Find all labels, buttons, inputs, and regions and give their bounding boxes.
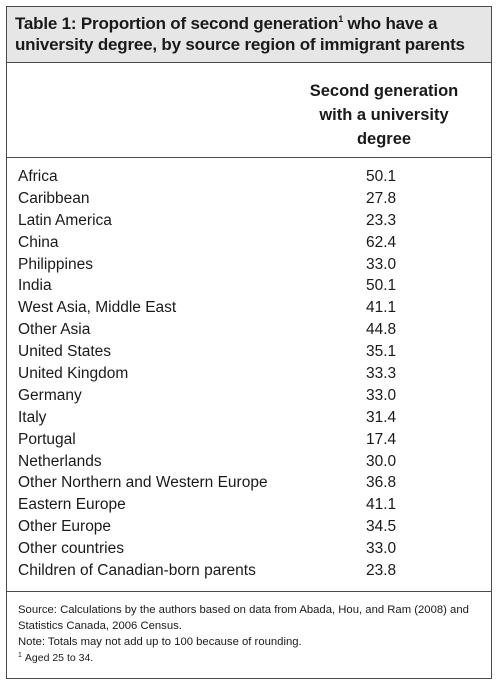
degree-value: 36.8 bbox=[366, 474, 397, 492]
region-label: Latin America bbox=[18, 211, 112, 229]
footnote: 1 Aged 25 to 34. bbox=[18, 650, 481, 666]
column-header-line: Second generation bbox=[309, 82, 459, 100]
region-label: Philippines bbox=[18, 255, 93, 273]
region-label: China bbox=[18, 233, 59, 251]
degree-value: 33.0 bbox=[366, 386, 397, 404]
region-label: Other Asia bbox=[18, 321, 91, 339]
degree-value: 41.1 bbox=[366, 299, 397, 317]
table-row: Other Europe 34.5 bbox=[7, 516, 491, 538]
region-label: Germany bbox=[18, 386, 82, 404]
rounding-note: Note: Totals may not add up to 100 becau… bbox=[18, 636, 302, 648]
table-row: United States 35.1 bbox=[7, 341, 491, 363]
footnote-text: Aged 25 to 34. bbox=[24, 652, 94, 664]
table-row: Portugal 17.4 bbox=[7, 429, 491, 451]
region-label: Other countries bbox=[18, 540, 124, 558]
table-row: Eastern Europe 41.1 bbox=[7, 494, 491, 516]
region-label: United States bbox=[18, 343, 112, 361]
region-label: Caribbean bbox=[18, 189, 90, 207]
title-line1-post: who have a bbox=[343, 14, 438, 33]
degree-value: 23.3 bbox=[366, 211, 397, 229]
degree-value: 50.1 bbox=[366, 167, 397, 185]
degree-value: 27.8 bbox=[366, 189, 397, 207]
table-row: Italy 31.4 bbox=[7, 407, 491, 429]
table-body: Africa 50.1 Caribbean 27.8 Latin America 23.3… bbox=[7, 158, 491, 582]
table-row: Philippines 33.0 bbox=[7, 254, 491, 276]
degree-value: 44.8 bbox=[366, 321, 397, 339]
table-notes: Source: Calculations by the authors base… bbox=[7, 591, 491, 678]
title-line2: university degree, by source region of i… bbox=[15, 35, 465, 54]
region-label: Eastern Europe bbox=[18, 496, 126, 514]
degree-value: 33.0 bbox=[366, 540, 397, 558]
region-label: Other Europe bbox=[18, 518, 112, 536]
table-row: Latin America 23.3 bbox=[7, 210, 491, 232]
degree-value: 17.4 bbox=[366, 430, 397, 448]
degree-value: 31.4 bbox=[366, 408, 397, 426]
table-row: Africa 50.1 bbox=[7, 166, 491, 188]
region-label: Children of Canadian-born parents bbox=[18, 561, 256, 579]
degree-value: 33.0 bbox=[366, 255, 397, 273]
table-title: Table 1: Proportion of second generation… bbox=[7, 7, 491, 63]
region-label: Portugal bbox=[18, 430, 76, 448]
region-label: Africa bbox=[18, 167, 58, 185]
column-header: Second generation with a university degr… bbox=[299, 79, 469, 151]
degree-value: 62.4 bbox=[366, 233, 397, 251]
degree-value: 34.5 bbox=[366, 518, 397, 536]
table-row: United Kingdom 33.3 bbox=[7, 363, 491, 385]
region-label: Other Northern and Western Europe bbox=[18, 474, 268, 492]
column-header-row: Second generation with a university degr… bbox=[7, 63, 491, 158]
footnote-mark: 1 bbox=[18, 652, 22, 659]
table-row: Other Northern and Western Europe 36.8 bbox=[7, 472, 491, 494]
degree-value: 30.0 bbox=[366, 452, 397, 470]
title-footnote-mark: 1 bbox=[338, 14, 344, 24]
title-line1-pre: Table 1: Proportion of second generation bbox=[15, 14, 339, 33]
region-label: India bbox=[18, 277, 52, 295]
table-row: Germany 33.0 bbox=[7, 385, 491, 407]
table-row: Other Asia 44.8 bbox=[7, 319, 491, 341]
column-header-line: with a university bbox=[319, 106, 449, 124]
table-row: West Asia, Middle East 41.1 bbox=[7, 297, 491, 319]
source-note: Source: Calculations by the authors base… bbox=[18, 604, 469, 632]
table-row: India 50.1 bbox=[7, 275, 491, 297]
column-header-line: degree bbox=[356, 130, 412, 148]
degree-value: 23.8 bbox=[366, 561, 397, 579]
degree-value: 33.3 bbox=[366, 364, 397, 382]
region-label: Netherlands bbox=[18, 452, 102, 470]
degree-value: 50.1 bbox=[366, 277, 397, 295]
region-label: United Kingdom bbox=[18, 364, 129, 382]
table-row: China 62.4 bbox=[7, 232, 491, 254]
region-label: Italy bbox=[18, 408, 47, 426]
region-label: West Asia, Middle East bbox=[18, 299, 177, 317]
table-row: Caribbean 27.8 bbox=[7, 188, 491, 210]
degree-value: 35.1 bbox=[366, 343, 397, 361]
data-table: Table 1: Proportion of second generation… bbox=[6, 6, 492, 679]
table-row: Children of Canadian-born parents 23.8 bbox=[7, 560, 491, 582]
table-row: Netherlands 30.0 bbox=[7, 451, 491, 473]
degree-value: 41.1 bbox=[366, 496, 397, 514]
table-row: Other countries 33.0 bbox=[7, 538, 491, 560]
